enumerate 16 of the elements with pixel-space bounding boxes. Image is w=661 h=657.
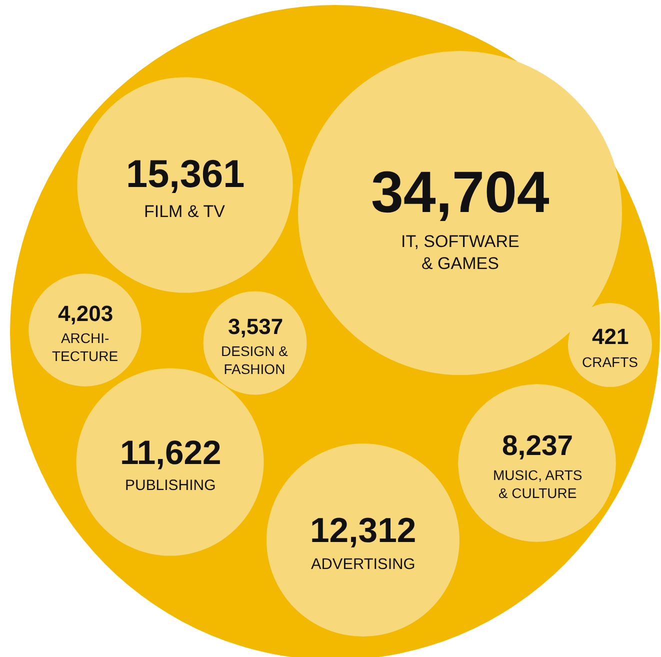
category-label: ADVERTISING	[311, 556, 416, 573]
data-label: 11,622	[120, 434, 222, 472]
data-label: 3,537	[228, 314, 284, 339]
category-label: PUBLISHING	[125, 477, 216, 494]
category-label: MUSIC, ARTS & CULTURE	[493, 467, 582, 502]
data-label: 421	[592, 324, 629, 349]
data-label: 34,704	[371, 160, 550, 225]
category-label: FILM & TV	[144, 202, 226, 221]
data-label: 4,203	[58, 301, 114, 326]
category-label: ARCHI- TECTURE	[52, 330, 118, 364]
category-label: DESIGN & FASHION	[221, 343, 289, 378]
data-label: 15,361	[126, 153, 245, 196]
category-label: CRAFTS	[582, 354, 638, 370]
data-label: 8,237	[502, 430, 574, 462]
data-label: 12,312	[310, 512, 416, 550]
category-label: IT, SOFTWARE & GAMES	[401, 232, 520, 274]
